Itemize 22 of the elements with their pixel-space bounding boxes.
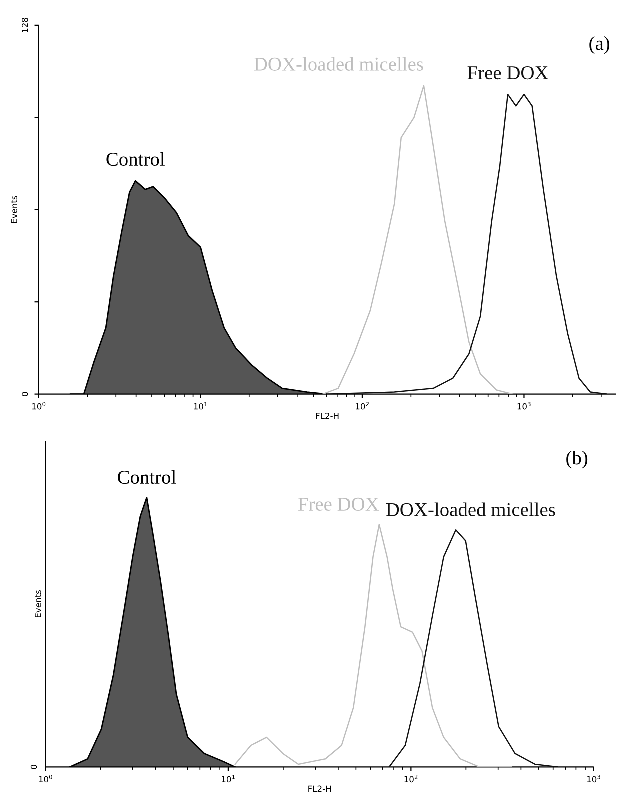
y-axis-title: Events [11,196,18,224]
x-tick-label: 10$^{2}$ [404,774,418,783]
x-tick-label: 10$^{0}$ [39,774,52,783]
x-tick-label: 10$^{2}$ [356,402,369,410]
y-axis-title: Events [35,590,42,618]
x-axis-title: FL2-H [308,786,331,792]
x-tick-label: 10$^{0}$ [32,402,46,410]
x-tick-label: 10$^{1}$ [222,775,235,783]
x-tick-label: 10$^{3}$ [518,402,531,410]
series-label: DOX-loaded micelles [254,57,424,71]
series-label: Control [106,152,165,166]
x-tick-label: 10$^{1}$ [194,402,208,410]
series-label: Free DOX [298,498,380,512]
series-label: DOX-loaded micelles [386,502,556,516]
text: 0 [30,765,38,770]
series-label: Control [118,470,176,484]
x-tick-label: 10$^{3}$ [587,774,600,783]
text: (b) [566,451,588,469]
annotation: (a) [590,36,610,54]
series-label: Free DOX [468,66,548,80]
x-axis-title: FL2-H [316,412,339,420]
y-tick-label: 128 [22,18,28,32]
